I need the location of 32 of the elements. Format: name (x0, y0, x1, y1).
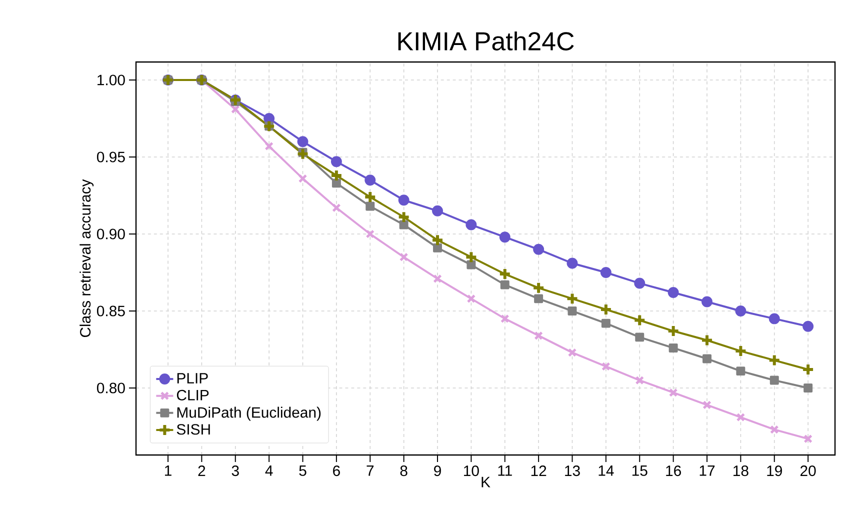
x-tick-label: 2 (198, 466, 206, 476)
x-tick-label: 5 (299, 466, 306, 476)
x-tick-label: 9 (434, 466, 441, 476)
y-tick-label: 0.90 (96, 228, 125, 240)
x-tick-label: 18 (734, 466, 748, 476)
x-tick-label: 6 (333, 466, 340, 476)
x-tick-label: 3 (232, 466, 239, 476)
chart-title: KIMIA Path24C (398, 31, 574, 50)
legend-label: PLIP (177, 373, 208, 384)
x-tick-label: 12 (531, 466, 546, 476)
y-axis-title: Class retrieval accuracy (80, 179, 94, 338)
x-tick-label: 17 (700, 466, 715, 476)
y-tick-label: 0.80 (96, 382, 125, 394)
x-tick-label: 15 (632, 466, 648, 476)
x-tick-label: 11 (498, 466, 512, 476)
legend-label: SISH (176, 424, 210, 435)
legend-label: CLIP (176, 390, 209, 400)
x-tick-label: 10 (464, 466, 479, 476)
y-tick-label: 0.95 (96, 152, 125, 162)
y-tick-label: 1.00 (98, 74, 125, 86)
x-tick-label: 1 (164, 466, 172, 476)
y-tick-label: 0.85 (96, 306, 125, 316)
x-tick-label: 16 (666, 466, 681, 476)
x-tick-label: 4 (265, 466, 273, 476)
x-tick-label: 19 (767, 466, 782, 476)
x-tick-label: 13 (565, 466, 580, 476)
legend-label: MuDiPath (Euclidean) (177, 406, 321, 421)
x-tick-label: 14 (598, 466, 614, 476)
x-tick-label: 7 (366, 466, 374, 476)
x-axis-title: K (482, 476, 490, 488)
x-tick-label: 8 (400, 466, 408, 476)
x-tick-label: 20 (800, 466, 816, 476)
